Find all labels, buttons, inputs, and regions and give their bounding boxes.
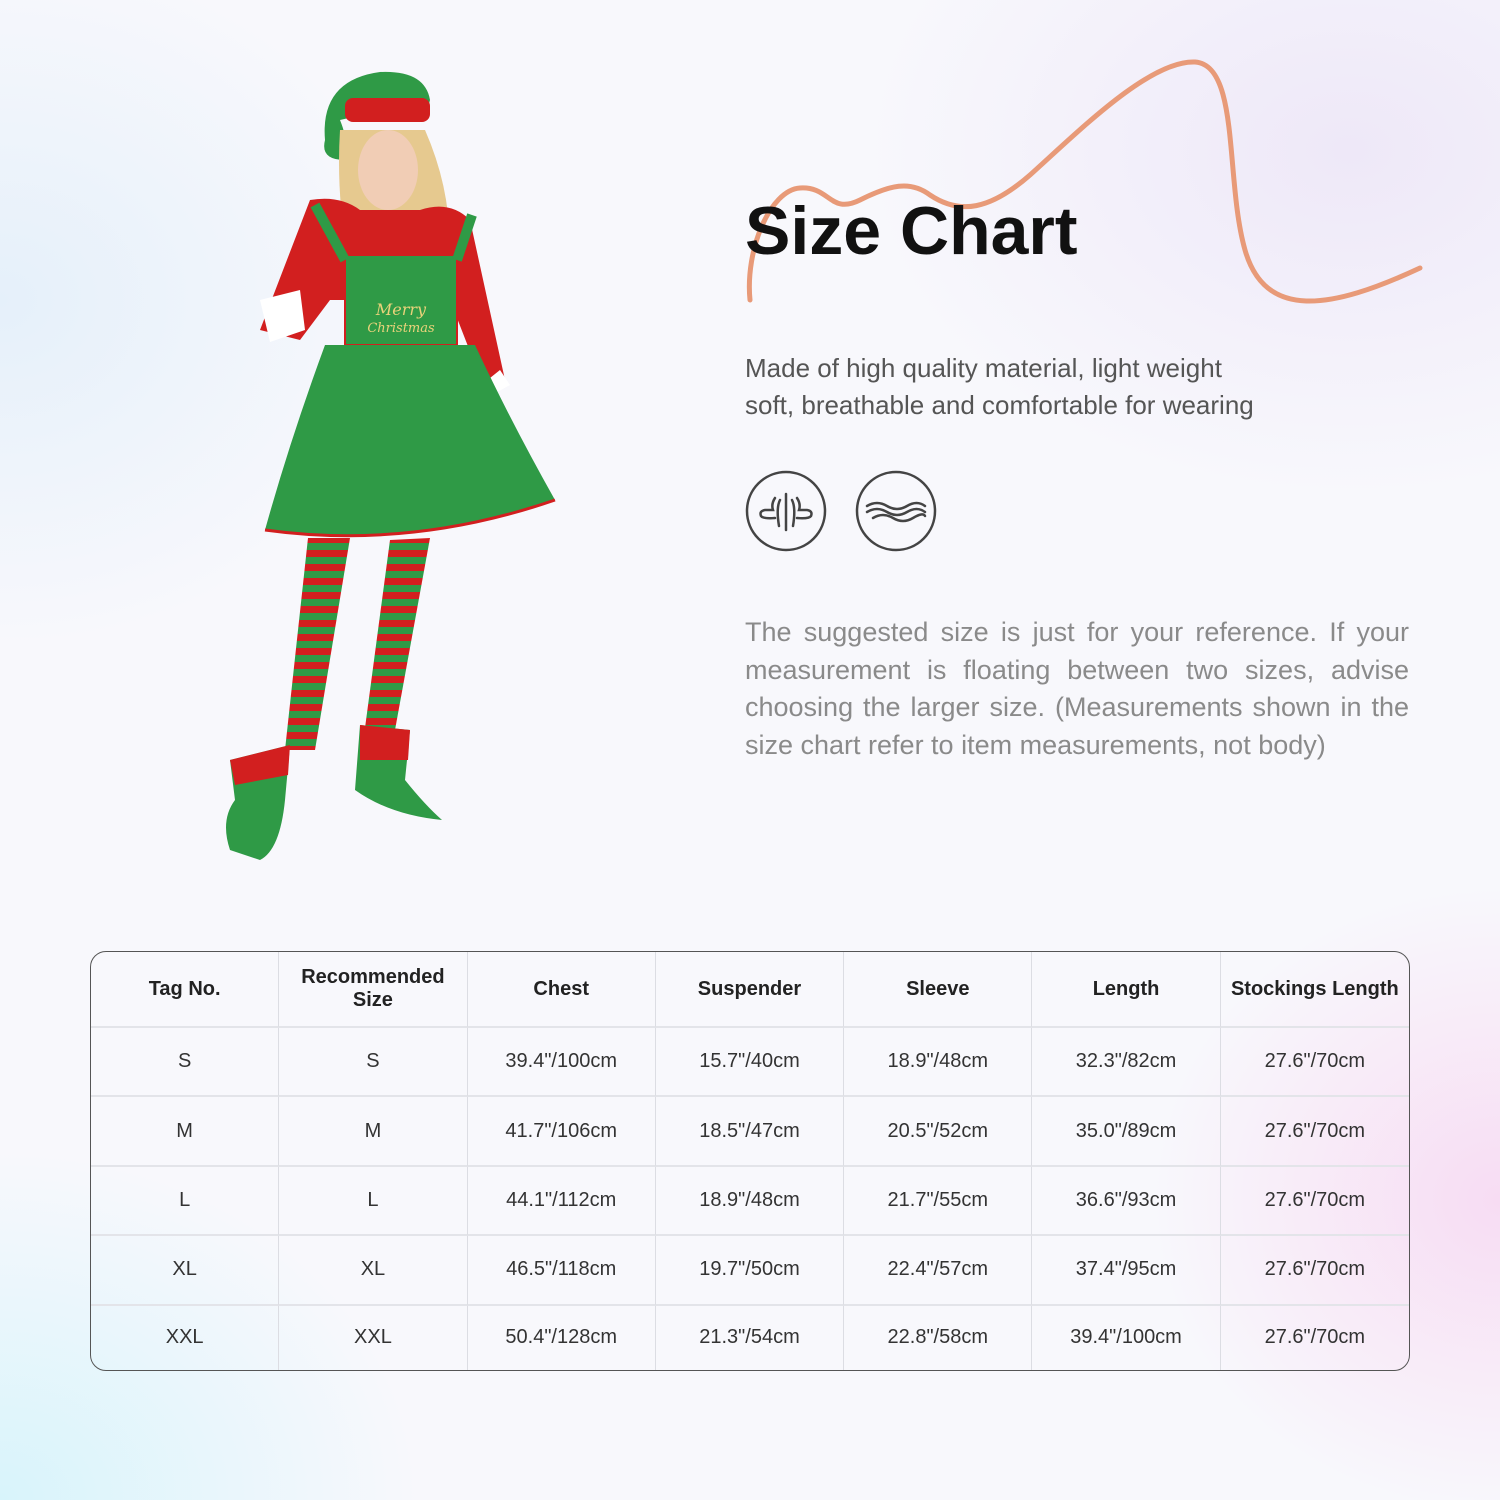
table-cell: 27.6"/70cm <box>1220 1236 1409 1306</box>
size-note: The suggested size is just for your refe… <box>745 617 1409 760</box>
table-cell: S <box>91 1028 280 1098</box>
table-cell: 15.7"/40cm <box>655 1028 845 1098</box>
table-cell: 27.6"/70cm <box>1264 1326 1366 1349</box>
table-cell: 46.5"/118cm <box>467 1236 656 1306</box>
table-cell: 19.7"/50cm <box>655 1236 845 1306</box>
apron-text: Merry <box>375 300 427 319</box>
table-cell: 18.9"/48cm <box>844 1028 1033 1098</box>
column-header: Chest <box>467 952 656 1028</box>
table-row: XXL XXL 50.4"/128cm 21.3"/54cm 22.8"/58cm 39.… <box>91 1305 1409 1370</box>
column-header: Tag No. <box>91 952 280 1028</box>
size-chart-table: Tag No. Recommended Size Chest Suspender… <box>90 951 1410 1371</box>
table-cell: 27.6"/70cm <box>1220 1097 1409 1167</box>
table-cell: 37.4"/95cm <box>1032 1236 1221 1306</box>
table-cell: XXL <box>279 1305 468 1370</box>
column-header: Length <box>1032 952 1221 1028</box>
table-cell: M <box>91 1097 280 1167</box>
description-line: soft, breathable and comfortable for wea… <box>745 390 1254 420</box>
table-cell: 21.3"/54cm <box>656 1305 845 1370</box>
table-row: M M 41.7"/106cm 18.5"/47cm 20.5"/52cm 35.0"/8… <box>91 1097 1409 1167</box>
page-title: Size Chart <box>745 193 1078 269</box>
table-cell: 50.4"/128cm <box>468 1305 656 1370</box>
table-cell: 32.3"/82cm <box>1032 1028 1221 1098</box>
table-cell: 35.0"/89cm <box>1032 1097 1221 1167</box>
table-cell: M <box>279 1097 468 1167</box>
table-cell: XXL <box>91 1305 280 1370</box>
column-header: Suspender <box>655 952 845 1028</box>
decorative-curve <box>746 59 1423 304</box>
table-cell: L <box>279 1166 468 1237</box>
table-cell: 36.6"/93cm <box>1032 1166 1221 1237</box>
table-cell: L <box>91 1166 280 1237</box>
table-cell: 18.5"/47cm <box>655 1097 845 1167</box>
breathable-icon <box>855 470 937 552</box>
table-row: XL XL 46.5"/118cm 19.7"/50cm 22.4"/57cm 37.4"… <box>91 1236 1409 1306</box>
description-line: Made of high quality material, light wei… <box>745 353 1222 383</box>
table-row: L L 44.1"/112cm 18.9"/48cm 21.7"/55cm 36.6"/9… <box>91 1166 1409 1237</box>
svg-text:Christmas: Christmas <box>367 321 435 336</box>
table-cell: 21.7"/55cm <box>844 1166 1033 1237</box>
table-cell: 39.4"/100cm <box>467 1028 656 1098</box>
table-cell: 22.8"/58cm <box>844 1305 1033 1370</box>
column-header: Recommended Size <box>279 952 468 1028</box>
table-cell: 39.4"/100cm <box>1032 1305 1221 1370</box>
table-row: S S 39.4"/100cm 15.7"/40cm 18.9"/48cm 32.3"/8… <box>91 1028 1409 1098</box>
table-cell: S <box>279 1028 468 1098</box>
material-description: Made of high quality material, light wei… <box>745 350 1345 424</box>
lightweight-icon <box>745 470 827 552</box>
table-cell: 27.6"/70cm <box>1220 1028 1409 1098</box>
feature-icons <box>745 470 937 552</box>
column-header: Sleeve <box>844 952 1033 1028</box>
table-cell: 44.1"/112cm <box>467 1166 656 1237</box>
table-cell: 41.7"/106cm <box>467 1097 656 1167</box>
column-header: Stockings Length <box>1220 952 1409 1028</box>
table-cell: 22.4"/57cm <box>844 1236 1033 1306</box>
table-cell: XL <box>279 1236 468 1306</box>
table-cell: 20.5"/52cm <box>844 1097 1033 1167</box>
table-cell: 27.6"/70cm <box>1220 1167 1409 1237</box>
table-cell: XL <box>91 1236 280 1306</box>
table-cell: 18.9"/48cm <box>655 1166 845 1237</box>
elf-costume-model-image: Merry Christmas <box>226 71 556 860</box>
table-header-row: Tag No. Recommended Size Chest Suspender… <box>91 952 1409 1028</box>
